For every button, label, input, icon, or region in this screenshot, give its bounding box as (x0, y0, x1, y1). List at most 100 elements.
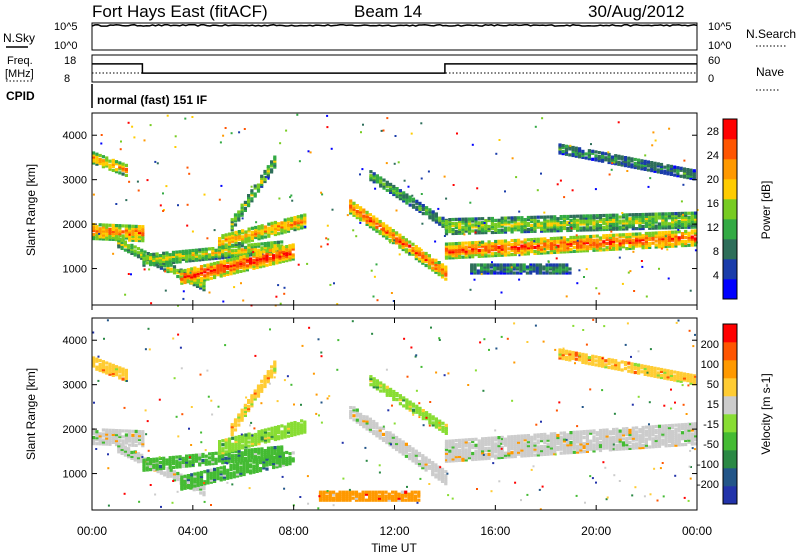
echo-cell (543, 245, 547, 249)
echo-cell (481, 437, 485, 441)
noise-cell (326, 126, 329, 129)
echo-cell (608, 247, 612, 251)
echo-cell (520, 444, 524, 448)
echo-cell (242, 257, 246, 261)
echo-cell (434, 270, 438, 274)
echo-cell (585, 214, 589, 218)
echo-cell (118, 429, 122, 433)
echo-cell (474, 225, 478, 229)
echo-cell (209, 470, 213, 474)
echo-cell (241, 237, 245, 241)
echo-cell (114, 226, 119, 230)
echo-cell (250, 226, 254, 230)
echo-cell (684, 219, 688, 223)
echo-cell (571, 145, 575, 150)
noise-cell (222, 134, 225, 137)
echo-cell (559, 441, 563, 445)
echo-cell (549, 247, 553, 251)
echo-cell (98, 157, 102, 162)
echo-cell (263, 453, 267, 457)
echo-cell (268, 260, 272, 264)
echo-cell (123, 453, 127, 457)
echo-cell (221, 451, 225, 455)
echo-cell (254, 434, 258, 439)
echo-cell (428, 210, 432, 214)
echo-cell (219, 472, 223, 476)
echo-cell (526, 434, 530, 438)
echo-cell (565, 269, 569, 273)
echo-cell (359, 416, 363, 420)
echo-cell (657, 428, 662, 432)
echo-cell (123, 447, 127, 451)
echo-cell (190, 279, 194, 283)
echo-cell (667, 212, 671, 216)
echo-cell (595, 220, 599, 224)
echo-cell (467, 438, 472, 442)
echo-cell (576, 241, 580, 245)
echo-cell (513, 224, 517, 228)
echo-cell (296, 227, 300, 231)
echo-cell (411, 447, 415, 451)
echo-cell (585, 435, 589, 439)
echo-cell (108, 235, 112, 239)
echo-cell (464, 241, 468, 245)
echo-cell (266, 378, 270, 382)
echo-cell (579, 235, 583, 239)
echo-cell (540, 453, 544, 457)
echo-cell (388, 238, 392, 242)
echo-cell (120, 244, 124, 248)
echo-cell (656, 162, 660, 166)
echo-cell (644, 233, 648, 238)
echo-cell (638, 444, 642, 448)
echo-cell (671, 212, 675, 216)
echo-cell (404, 448, 408, 452)
echo-cell (290, 216, 294, 220)
echo-cell (192, 486, 196, 490)
echo-cell (231, 233, 235, 237)
echo-cell (558, 267, 562, 271)
echo-cell (140, 248, 144, 252)
echo-cell (263, 244, 267, 248)
echo-cell (595, 441, 599, 445)
echo-cell (395, 445, 399, 450)
echo-cell (467, 225, 472, 229)
echo-cell (196, 483, 200, 487)
echo-cell (280, 434, 284, 438)
noise-cell (326, 114, 329, 117)
echo-cell (671, 214, 675, 218)
noise-cell (124, 293, 127, 296)
echo-cell (621, 429, 626, 433)
echo-cell (285, 456, 289, 461)
echo-cell (661, 216, 665, 220)
echo-cell (266, 376, 270, 380)
echo-cell (415, 205, 419, 209)
noise-cell (515, 176, 518, 179)
echo-cell (208, 462, 212, 466)
echo-cell (303, 217, 307, 221)
echo-cell (440, 265, 445, 269)
noise-cell (456, 132, 458, 135)
echo-cell (553, 440, 557, 444)
echo-cell (621, 225, 626, 229)
noise-cell (326, 224, 329, 227)
echo-cell (176, 274, 180, 279)
echo-cell (451, 254, 455, 258)
echo-cell (114, 435, 119, 439)
echo-cell (576, 432, 580, 436)
echo-cell (241, 229, 245, 233)
echo-cell (247, 202, 251, 206)
echo-cell (638, 221, 642, 225)
noise-cell (534, 229, 537, 232)
echo-cell (608, 235, 612, 239)
echo-cell (162, 253, 166, 257)
echo-cell (437, 273, 441, 277)
echo-cell (592, 447, 596, 451)
echo-cell (240, 410, 244, 414)
echo-cell (546, 436, 550, 440)
echo-cell (247, 405, 251, 409)
echo-cell (152, 463, 156, 467)
echo-cell (431, 268, 435, 272)
echo-cell (638, 234, 642, 238)
colorbar-tick-label: 28 (707, 126, 719, 138)
echo-cell (273, 243, 277, 247)
